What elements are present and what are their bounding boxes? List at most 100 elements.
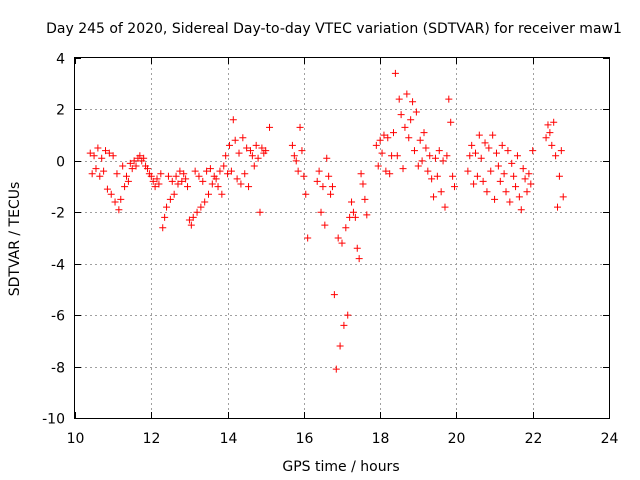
gridlines — [75, 58, 609, 418]
data-point — [197, 203, 205, 211]
data-point — [98, 154, 106, 162]
x-tick-label: 22 — [525, 431, 543, 447]
data-point — [414, 162, 422, 170]
data-point — [256, 208, 264, 216]
data-point — [258, 144, 266, 152]
data-point — [508, 159, 516, 167]
data-point — [481, 139, 489, 147]
data-point — [527, 180, 535, 188]
data-point — [342, 224, 350, 232]
y-tick-label: -2 — [51, 206, 65, 222]
plot-frame — [74, 57, 610, 419]
data-point — [389, 129, 397, 137]
data-point — [353, 244, 361, 252]
data-point — [174, 180, 182, 188]
data-point — [86, 149, 94, 157]
data-point — [212, 175, 220, 183]
data-point — [298, 147, 306, 155]
data-point — [470, 180, 478, 188]
data-point — [473, 172, 481, 180]
data-point — [241, 170, 249, 178]
data-point — [422, 144, 430, 152]
data-point — [102, 147, 110, 155]
data-point — [109, 152, 117, 160]
data-point — [384, 134, 392, 142]
data-point — [344, 311, 352, 319]
data-point — [239, 134, 247, 142]
x-tick-label: 14 — [220, 431, 238, 447]
data-point — [182, 175, 190, 183]
data-point — [115, 206, 123, 214]
data-point — [157, 170, 165, 178]
data-point — [323, 154, 331, 162]
data-point — [216, 167, 224, 175]
data-point — [189, 213, 197, 221]
data-point — [111, 198, 119, 206]
data-point — [557, 147, 565, 155]
data-point — [147, 172, 155, 180]
x-tick-label: 16 — [296, 431, 314, 447]
data-point — [304, 234, 312, 242]
data-point — [475, 131, 483, 139]
data-point — [437, 188, 445, 196]
data-point — [208, 180, 216, 188]
data-point — [88, 170, 96, 178]
data-point — [235, 149, 243, 157]
data-point — [292, 157, 300, 165]
data-point — [149, 177, 157, 185]
data-point — [321, 221, 329, 229]
data-point — [510, 172, 518, 180]
data-point — [554, 203, 562, 211]
data-point — [401, 123, 409, 131]
data-point — [441, 203, 449, 211]
data-point — [525, 170, 533, 178]
data-point — [136, 152, 144, 160]
data-point — [130, 157, 138, 165]
data-point — [359, 180, 367, 188]
data-point — [206, 165, 214, 173]
data-point — [552, 152, 560, 160]
data-point — [203, 167, 211, 175]
data-point — [548, 141, 556, 149]
data-point — [168, 177, 176, 185]
data-point — [185, 216, 193, 224]
data-point — [178, 177, 186, 185]
data-point — [90, 152, 98, 160]
data-point — [128, 165, 136, 173]
data-point — [103, 185, 111, 193]
data-point — [410, 147, 418, 155]
data-point — [431, 154, 439, 162]
data-point — [254, 154, 262, 162]
data-point — [338, 239, 346, 247]
x-tick-label: 12 — [143, 431, 161, 447]
data-point — [479, 177, 487, 185]
data-point — [407, 116, 415, 124]
data-point — [502, 188, 510, 196]
y-tick-label: 2 — [56, 103, 65, 119]
data-point — [435, 147, 443, 155]
data-point — [559, 193, 567, 201]
data-point — [231, 136, 239, 144]
data-point — [119, 162, 127, 170]
data-point — [327, 190, 335, 198]
data-point — [397, 111, 405, 119]
y-tick-label: -6 — [51, 309, 65, 325]
x-axis-label: GPS time / hours — [282, 459, 399, 475]
data-point — [468, 141, 476, 149]
data-point — [184, 183, 192, 191]
data-point — [340, 321, 348, 329]
data-point — [166, 195, 174, 203]
data-point — [349, 208, 357, 216]
chart-title: Day 245 of 2020, Sidereal Day-to-day VTE… — [46, 21, 622, 37]
data-point — [237, 180, 245, 188]
data-point — [464, 167, 472, 175]
data-point — [187, 221, 195, 229]
data-point — [113, 170, 121, 178]
data-point — [483, 188, 491, 196]
data-point — [445, 95, 453, 103]
x-tick-label: 18 — [372, 431, 390, 447]
data-point — [302, 190, 310, 198]
y-tick-label: 4 — [56, 52, 65, 68]
data-point — [492, 149, 500, 157]
data-point — [121, 183, 129, 191]
